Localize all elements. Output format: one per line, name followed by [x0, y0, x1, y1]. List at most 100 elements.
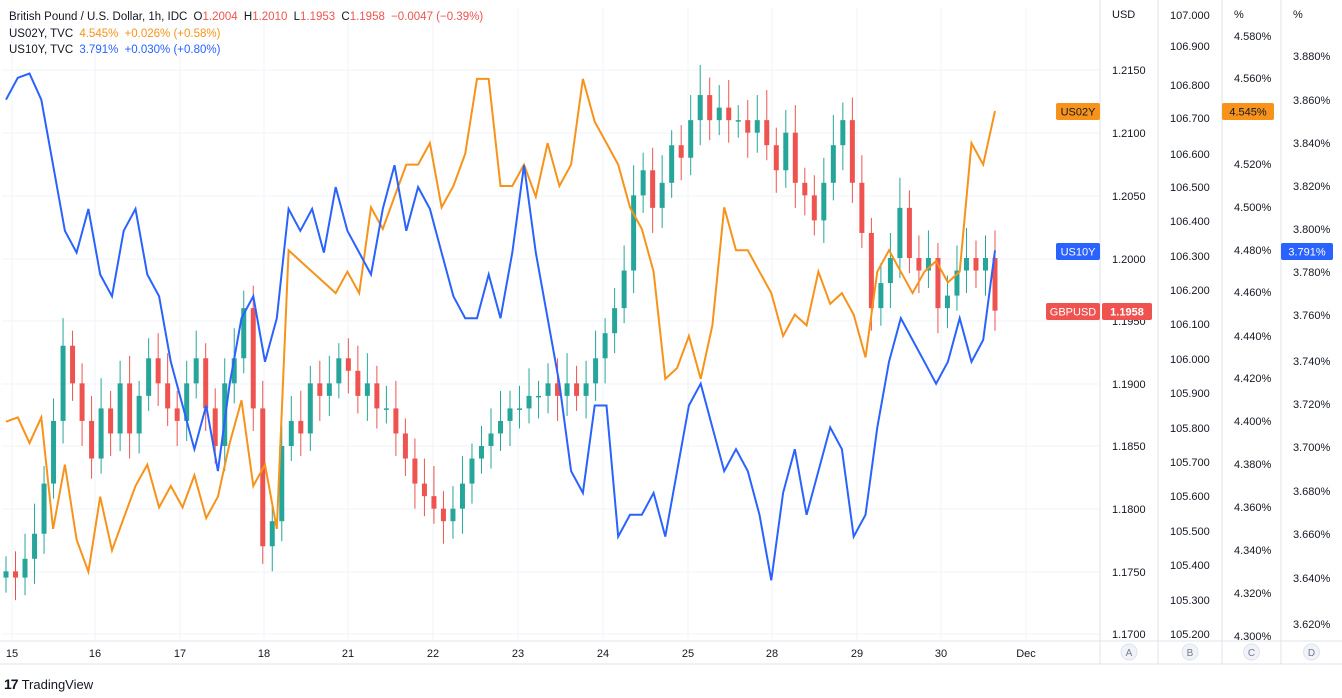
legend-c-label: C — [341, 11, 350, 23]
axis-D-tick-label: 3.880% — [1293, 51, 1331, 63]
legend-o-label: O — [193, 11, 203, 23]
candle-body — [298, 420, 304, 434]
candle-body — [707, 95, 713, 121]
us02y-line — [5, 77, 996, 576]
axis-B-tick-label: 105.500 — [1170, 526, 1210, 538]
candle-body — [536, 395, 542, 398]
axis-B-tick-label: 106.500 — [1170, 182, 1210, 194]
candle-body — [70, 345, 76, 384]
axis-C-tick-label: 4.360% — [1234, 502, 1272, 514]
legend-h: 1.2010 — [252, 11, 288, 23]
axis-B-tick-label: 106.400 — [1170, 216, 1210, 228]
legend-us02y-change: +0.026% (+0.58%) — [124, 27, 221, 40]
candle-body — [887, 258, 893, 284]
us02y-tag: US02Y — [1061, 107, 1097, 119]
x-tick-label: 30 — [935, 648, 947, 660]
axis-A-tick-label: 1.2150 — [1112, 65, 1146, 77]
candle-body — [526, 395, 532, 409]
x-tick-label: 25 — [682, 648, 694, 660]
candle-body — [916, 258, 922, 271]
us10y-tag-bg — [1056, 243, 1100, 260]
axis-D-letter-icon[interactable] — [1303, 643, 1320, 661]
candle-body — [336, 358, 342, 384]
legend-l-label: L — [293, 11, 300, 23]
gbpusd-candles — [3, 64, 998, 601]
axis-B-letter-icon[interactable] — [1181, 643, 1199, 661]
axis-A-tick-label: 1.1850 — [1112, 441, 1146, 453]
legend-row-us02y: US02Y, TVC 4.545% +0.026% (+0.58%) — [9, 26, 489, 43]
axis-B-tick-label: 105.700 — [1170, 457, 1210, 469]
gbpusd-price-tag: 1.1958 — [1110, 307, 1144, 319]
axis-C-tick-label: 4.580% — [1234, 31, 1272, 43]
candle-body — [602, 333, 608, 359]
axis-C-letter-icon[interactable] — [1243, 643, 1260, 661]
candle-body — [821, 182, 827, 221]
axis-B-tick-label: 106.700 — [1170, 113, 1210, 125]
axis-C-tick-label: 4.440% — [1234, 331, 1272, 343]
candle-body — [669, 145, 675, 183]
candle-body — [431, 496, 437, 509]
candle-body — [79, 383, 85, 421]
tradingview-branding[interactable]: 17 TradingView — [4, 676, 93, 692]
candle-body — [849, 120, 855, 183]
time-axis[interactable]: 15 16 17 18 21 22 23 24 25 28 29 30 Dec — [6, 648, 1036, 660]
tradingview-logo-icon: 17 — [4, 676, 19, 692]
axis-D-tick-label: 3.760% — [1293, 310, 1331, 322]
candle-body — [307, 383, 313, 434]
legend-change: −0.0047 (−0.39%) — [391, 11, 484, 23]
candle-body — [193, 358, 199, 384]
candle-body — [992, 258, 998, 311]
axis-D-tick-label: 3.720% — [1293, 399, 1331, 411]
axis-B-tick-label: 105.600 — [1170, 491, 1210, 503]
candle-body — [326, 383, 332, 396]
axis-C-tick-label: 4.300% — [1234, 631, 1272, 643]
candle-body — [925, 258, 931, 271]
price-axes[interactable]: USD1.21501.21001.20501.20001.19501.19001… — [0, 0, 1342, 665]
candle-body — [507, 408, 513, 421]
candle-body — [574, 383, 580, 396]
candle-body — [440, 508, 446, 522]
candle-body — [127, 383, 133, 434]
candle-body — [650, 170, 656, 208]
axis-A-letter-icon[interactable] — [1120, 643, 1138, 661]
candle-body — [868, 232, 874, 309]
axis-B-tick-label: 105.900 — [1170, 388, 1210, 400]
axis-D-tick-label: 3.640% — [1293, 573, 1331, 585]
candle-body — [878, 283, 884, 309]
axis-A-tick-label: 1.2100 — [1112, 128, 1146, 140]
candle-body — [60, 345, 66, 421]
axis-letter-A: A — [1126, 648, 1133, 659]
candle-body — [802, 182, 808, 196]
x-tick-label: 28 — [766, 648, 778, 660]
axis-C-tick-label: 4.400% — [1234, 416, 1272, 428]
candle-body — [840, 120, 846, 146]
axis-B-tick-label: 107.000 — [1170, 10, 1210, 22]
axis-D-tick-label: 3.780% — [1293, 267, 1331, 279]
legend-c: 1.1958 — [349, 11, 385, 23]
candle-body — [716, 107, 722, 121]
axis-B-tick-label: 106.200 — [1170, 285, 1210, 297]
candle-body — [174, 408, 180, 421]
tradingview-name: TradingView — [21, 676, 94, 692]
x-tick-label: 18 — [258, 648, 270, 660]
candle-body — [688, 120, 694, 158]
axis-A-tick-label: 1.1700 — [1112, 629, 1146, 641]
candle-body — [517, 408, 523, 410]
candle-body — [412, 458, 418, 484]
axis-D-tick-label: 3.860% — [1293, 95, 1331, 107]
candle-body — [364, 383, 370, 396]
candle-body — [288, 420, 294, 446]
axis-B-tick-label: 106.800 — [1170, 80, 1210, 92]
candle-body — [13, 571, 19, 578]
us10y-line — [5, 72, 996, 581]
legend-row-gbpusd: British Pound / U.S. Dollar, 1h, IDC O1.… — [9, 9, 489, 26]
axis-C-tick-label: 4.500% — [1234, 202, 1272, 214]
candle-body — [345, 358, 351, 371]
axis-C-header: % — [1234, 9, 1244, 21]
axis-C-tick-label: 4.420% — [1234, 373, 1272, 385]
axis-B-tick-label: 106.600 — [1170, 149, 1210, 161]
candle-body — [859, 182, 865, 233]
axis-C-tick-label: 4.380% — [1234, 459, 1272, 471]
candle-body — [184, 383, 190, 421]
